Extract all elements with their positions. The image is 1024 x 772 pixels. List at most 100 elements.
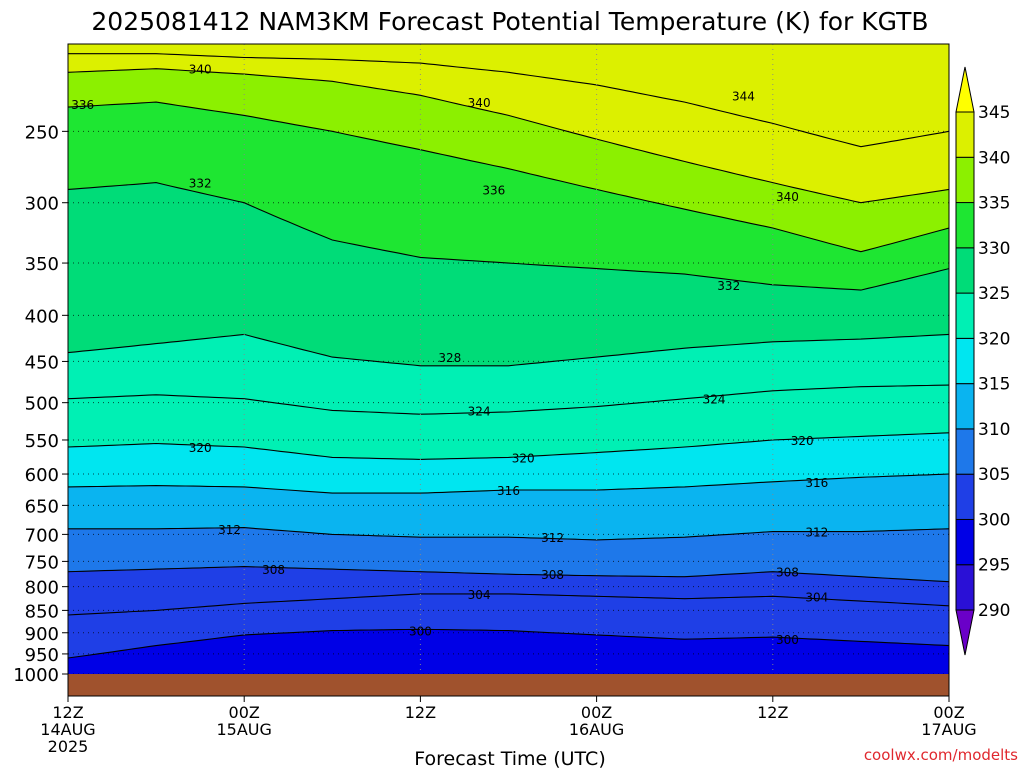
contour-label: 304 <box>468 588 491 602</box>
colorbar-segment <box>955 156 975 204</box>
x-tick-label: 16AUG <box>569 720 624 739</box>
x-tick-label: 00Z <box>229 703 260 722</box>
isentrope-304 <box>68 593 949 616</box>
y-tick-label: 300 <box>25 194 59 215</box>
y-tick-label: 400 <box>25 306 59 327</box>
x-tick-label: 00Z <box>933 703 964 722</box>
colorbar-segment <box>955 383 975 430</box>
isentrope-300 <box>68 628 949 659</box>
x-tick-label: 14AUG <box>40 720 95 739</box>
y-tick-label: 950 <box>25 645 59 666</box>
contour-label: 308 <box>541 568 564 582</box>
y-tick-label: 350 <box>25 254 59 275</box>
colorbar-segment <box>955 292 975 339</box>
contour-label: 340 <box>189 63 212 77</box>
x-tick-label: 00Z <box>581 703 612 722</box>
y-tick-label: 750 <box>25 552 59 573</box>
y-tick-label: 800 <box>25 578 59 599</box>
colorbar-label: 330 <box>978 239 1010 259</box>
x-tick-label: 12Z <box>52 703 83 722</box>
contour-label: 316 <box>805 476 828 490</box>
theta-bands <box>68 44 949 674</box>
y-tick-label: 1000 <box>13 665 59 686</box>
y-tick-label: 700 <box>25 525 59 546</box>
colorbar: 290 295 300 305 310 315 320 325 330 335 340 345 <box>955 66 1010 656</box>
colorbar-segment <box>955 202 975 249</box>
theta-band-344 <box>68 44 949 147</box>
contour-label: 332 <box>189 177 212 191</box>
contour-label: 344 <box>732 89 755 103</box>
y-axis-ticks: 2503003504004505005506006507007508008509… <box>13 122 68 686</box>
contour-label: 328 <box>438 351 461 365</box>
x-tick-label: 2025 <box>48 737 89 756</box>
colorbar-label: 345 <box>978 103 1010 123</box>
x-tick-label: 17AUG <box>921 720 976 739</box>
colorbar-segment <box>955 428 975 475</box>
contour-label: 336 <box>482 183 505 197</box>
colorbar-label: 315 <box>978 375 1010 395</box>
x-tick-label: 15AUG <box>216 720 271 739</box>
y-tick-label: 250 <box>25 122 59 143</box>
isentrope-312 <box>68 527 949 541</box>
credit-text: coolwx.com/modelts <box>864 746 1018 764</box>
contour-label: 324 <box>703 393 726 407</box>
contour-label: 320 <box>189 441 212 455</box>
colorbar-extend-top <box>955 66 975 113</box>
isentrope-308 <box>68 566 949 583</box>
contour-label: 340 <box>776 190 799 204</box>
plot-frame <box>67 43 950 697</box>
colorbar-label: 340 <box>978 148 1010 168</box>
isentrope-328 <box>68 333 949 367</box>
colorbar-segment <box>955 111 975 158</box>
contour-label: 312 <box>218 523 241 537</box>
isentrope-324 <box>68 384 949 415</box>
y-tick-label: 850 <box>25 601 59 622</box>
isentrope-344 <box>68 53 949 148</box>
colorbar-label: 305 <box>978 465 1010 485</box>
contour-label: 320 <box>512 451 535 465</box>
x-tick-label: 12Z <box>757 703 788 722</box>
y-tick-label: 600 <box>25 465 59 486</box>
colorbar-label: 290 <box>978 601 1010 621</box>
colorbar-segment <box>955 337 975 385</box>
isentrope-320 <box>68 432 949 460</box>
contour-label: 304 <box>805 590 828 604</box>
colorbar-label: 320 <box>978 329 1010 349</box>
contour-label: 336 <box>71 98 94 112</box>
y-tick-label: 900 <box>25 624 59 645</box>
contour-label: 320 <box>791 434 814 448</box>
colorbar-segment <box>955 564 975 611</box>
contour-label: 300 <box>409 625 432 639</box>
isentrope-336 <box>68 101 949 253</box>
isentrope-contours <box>68 53 949 659</box>
x-tick-label: 12Z <box>405 703 436 722</box>
x-axis-label: Forecast Time (UTC) <box>414 748 605 768</box>
colorbar-segment <box>955 247 975 294</box>
contour-label: 324 <box>468 404 491 418</box>
ground-surface <box>68 674 949 696</box>
colorbar-label: 335 <box>978 194 1010 214</box>
colorbar-label: 310 <box>978 420 1010 440</box>
y-tick-label: 450 <box>25 352 59 373</box>
contour-label: 340 <box>468 96 491 110</box>
contour-label: 300 <box>776 633 799 647</box>
colorbar-label: 295 <box>978 556 1010 576</box>
contour-label: 312 <box>805 526 828 540</box>
colorbar-extend-bottom <box>955 609 975 656</box>
colorbar-segment <box>955 473 975 520</box>
contour-labels: 340 336 340 344 332 336 340 332 328 324 324 320 320 3… <box>71 63 828 648</box>
colorbar-label: 300 <box>978 510 1010 530</box>
y-tick-label: 650 <box>25 496 59 517</box>
contour-label: 308 <box>776 566 799 580</box>
contour-label: 308 <box>262 563 285 577</box>
chart-title: 2025081412 NAM3KM Forecast Potential Tem… <box>91 7 928 36</box>
y-tick-label: 500 <box>25 394 59 415</box>
contour-label: 316 <box>497 484 520 498</box>
contour-label: 332 <box>717 279 740 293</box>
colorbar-label: 325 <box>978 284 1010 304</box>
colorbar-segment <box>955 518 975 566</box>
y-tick-label: 550 <box>25 431 59 452</box>
